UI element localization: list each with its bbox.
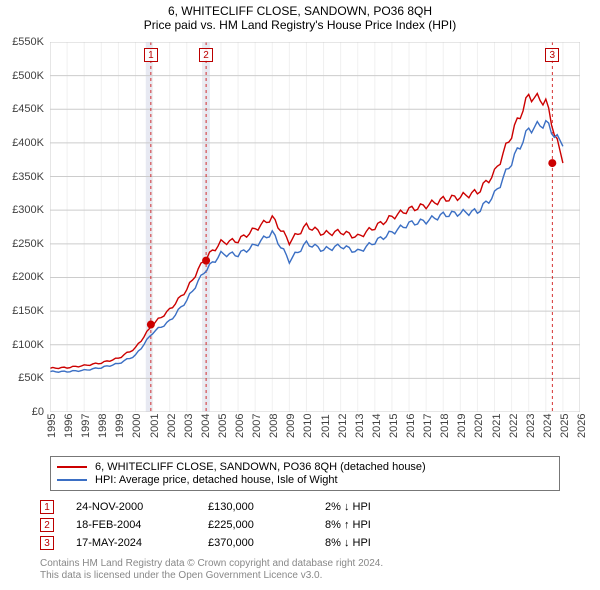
x-axis-label: 2011 [320,414,332,438]
chart-container: 6, WHITECLIFF CLOSE, SANDOWN, PO36 8QH P… [0,0,600,590]
attribution: Contains HM Land Registry data © Crown c… [40,558,570,582]
legend-label: HPI: Average price, detached house, Isle… [95,474,338,486]
x-axis-label: 2000 [131,414,143,438]
x-axis-label: 2025 [559,414,571,438]
x-axis-label: 2003 [183,414,195,438]
y-axis-label: £50K [18,372,44,384]
event-price: £130,000 [208,501,303,513]
x-axis-label: 2016 [405,414,417,438]
y-axis: £0£50K£100K£150K£200K£250K£300K£350K£400… [0,42,48,412]
legend-item: HPI: Average price, detached house, Isle… [57,474,553,486]
x-axis-label: 2008 [268,414,280,438]
event-price: £225,000 [208,519,303,531]
event-row: 2 18-FEB-2004 £225,000 8% ↑ HPI [40,518,570,532]
x-axis-label: 2026 [576,414,588,438]
event-pct: 2% ↓ HPI [325,501,371,513]
x-axis-label: 2013 [354,414,366,438]
x-axis-label: 2002 [166,414,178,438]
y-axis-label: £100K [12,339,44,351]
legend-item: 6, WHITECLIFF CLOSE, SANDOWN, PO36 8QH (… [57,461,553,473]
x-axis-label: 2014 [371,414,383,438]
legend-label: 6, WHITECLIFF CLOSE, SANDOWN, PO36 8QH (… [95,461,426,473]
x-axis-label: 1996 [63,414,75,438]
y-axis-label: £200K [12,271,44,283]
event-row: 1 24-NOV-2000 £130,000 2% ↓ HPI [40,500,570,514]
legend: 6, WHITECLIFF CLOSE, SANDOWN, PO36 8QH (… [50,456,560,491]
x-axis: 1995199619971998199920002001200220032004… [50,412,580,452]
x-axis-label: 2010 [302,414,314,438]
x-axis-label: 2006 [234,414,246,438]
x-axis-label: 1999 [114,414,126,438]
events-table: 1 24-NOV-2000 £130,000 2% ↓ HPI 2 18-FEB-2004… [40,500,570,554]
x-axis-label: 1997 [80,414,92,438]
event-number: 3 [40,536,54,550]
event-number: 2 [40,518,54,532]
event-number: 1 [40,500,54,514]
legend-swatch [57,479,87,481]
legend-swatch [57,466,87,468]
x-axis-label: 2024 [542,414,554,438]
marker-box: 1 [144,48,158,62]
event-pct: 8% ↓ HPI [325,537,371,549]
x-axis-label: 2019 [456,414,468,438]
event-date: 17-MAY-2024 [76,537,186,549]
x-axis-label: 1995 [46,414,58,438]
y-axis-label: £300K [12,204,44,216]
x-axis-label: 1998 [97,414,109,438]
chart-subtitle: Price paid vs. HM Land Registry's House … [0,18,600,38]
chart-title: 6, WHITECLIFF CLOSE, SANDOWN, PO36 8QH [0,0,600,18]
event-pct: 8% ↑ HPI [325,519,371,531]
y-axis-label: £450K [12,103,44,115]
plot-area: 1 2 3 [50,42,580,412]
event-row: 3 17-MAY-2024 £370,000 8% ↓ HPI [40,536,570,550]
y-axis-label: £400K [12,137,44,149]
x-axis-label: 2001 [149,414,161,438]
attribution-line1: Contains HM Land Registry data © Crown c… [40,558,383,569]
y-axis-label: £150K [12,305,44,317]
x-axis-label: 2007 [251,414,263,438]
x-axis-label: 2018 [439,414,451,438]
x-axis-label: 2022 [508,414,520,438]
x-axis-label: 2009 [285,414,297,438]
x-axis-label: 2021 [491,414,503,438]
y-axis-label: £350K [12,171,44,183]
event-price: £370,000 [208,537,303,549]
y-axis-label: £500K [12,70,44,82]
attribution-line2: This data is licensed under the Open Gov… [40,570,322,581]
marker-box: 3 [545,48,559,62]
x-axis-label: 2015 [388,414,400,438]
y-axis-label: £250K [12,238,44,250]
plot-svg [50,42,580,412]
x-axis-label: 2017 [422,414,434,438]
x-axis-label: 2023 [525,414,537,438]
y-axis-label: £550K [12,36,44,48]
y-axis-label: £0 [32,406,44,418]
x-axis-label: 2012 [337,414,349,438]
marker-box: 2 [199,48,213,62]
event-date: 18-FEB-2004 [76,519,186,531]
event-date: 24-NOV-2000 [76,501,186,513]
x-axis-label: 2005 [217,414,229,438]
x-axis-label: 2004 [200,414,212,438]
x-axis-label: 2020 [473,414,485,438]
